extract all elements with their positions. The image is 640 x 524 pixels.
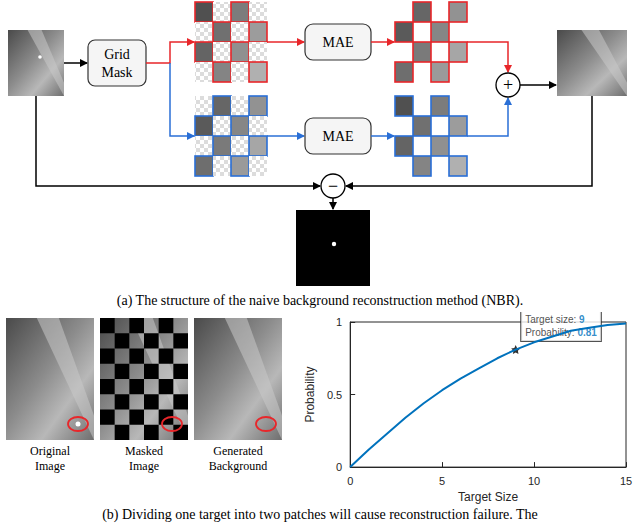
svg-text:+: +: [503, 75, 513, 95]
svg-text:MAE: MAE: [322, 129, 353, 144]
svg-text:Image: Image: [35, 459, 65, 473]
svg-text:Masked: Masked: [125, 444, 163, 458]
svg-text:Original: Original: [30, 444, 71, 458]
svg-text:9: 9: [579, 314, 585, 325]
svg-text:5: 5: [439, 475, 445, 487]
svg-text:−: −: [328, 176, 338, 196]
svg-text:15: 15: [620, 475, 632, 487]
svg-text:0: 0: [336, 461, 342, 473]
svg-text:MAE: MAE: [322, 35, 353, 50]
svg-text:1: 1: [336, 316, 342, 328]
svg-text:Target Size: Target Size: [458, 490, 518, 504]
svg-text:Target size:: Target size:: [525, 314, 579, 325]
svg-text:0: 0: [347, 475, 353, 487]
svg-text:0.5: 0.5: [327, 389, 342, 401]
svg-text:Probability: Probability: [303, 367, 317, 423]
svg-text:Image: Image: [129, 459, 159, 473]
svg-text:Background: Background: [209, 459, 268, 473]
svg-text:(b) Dividing one target into t: (b) Dividing one target into two patches…: [102, 507, 538, 523]
svg-text:(a) The structure of the naive: (a) The structure of the naive backgroun…: [117, 293, 523, 309]
svg-text:10: 10: [528, 475, 540, 487]
svg-text:Generated: Generated: [213, 444, 262, 458]
svg-text:Grid: Grid: [104, 47, 130, 62]
svg-text:Mask: Mask: [101, 65, 132, 80]
html-text:Probability: 0.81: Probability: 0.81: [525, 327, 597, 339]
